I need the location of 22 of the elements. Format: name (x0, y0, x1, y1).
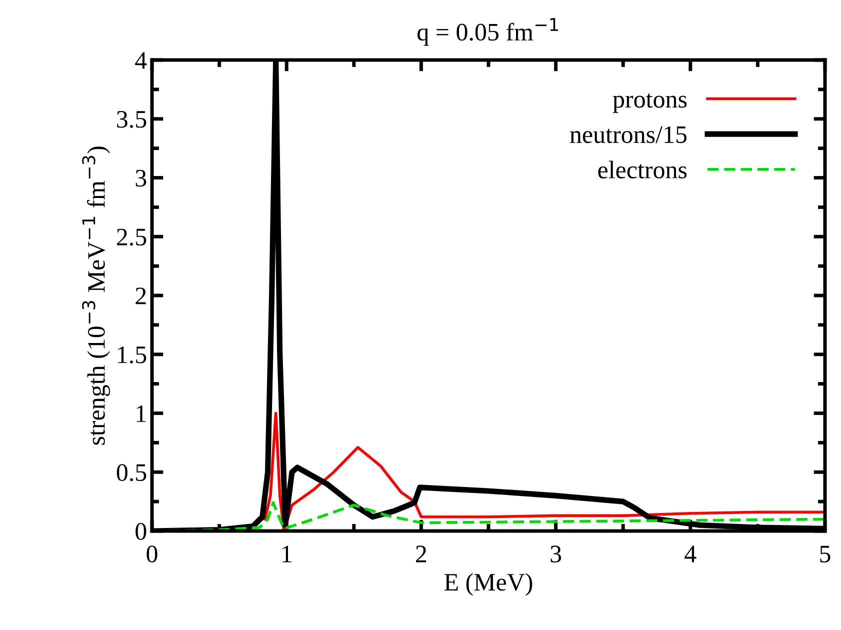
x-tick-label: 5 (820, 546, 830, 562)
x-tick-label: 1 (282, 546, 292, 562)
y-tick-label: 1.5 (118, 346, 146, 364)
legend-label: neutrons/15 (570, 126, 687, 144)
y-axis-title: strength (10$^{−3}$ MeV$^{−1}$ fm$^{−3}$) (82, 146, 110, 445)
x-axis-title: E (MeV) (444, 573, 532, 596)
y-tick-label: 2.5 (116, 228, 146, 246)
legend-label: protons (612, 93, 687, 113)
y-tick-label: 0.5 (116, 464, 146, 482)
x-tick-label: 0 (146, 546, 158, 562)
y-tick-label: 0 (136, 523, 146, 540)
x-tick-label: 4 (684, 546, 696, 562)
y-tick-label: 3.5 (117, 110, 146, 128)
chart-title: q = 0.05 fm$^{−1}$ (418, 18, 558, 46)
legend-label: electrons (598, 160, 687, 178)
y-tick-label: 3 (136, 170, 146, 187)
x-tick-label: 3 (550, 546, 562, 562)
x-tick-label: 2 (416, 546, 426, 562)
line-series (264, 412, 825, 531)
y-tick-label: 1 (136, 405, 146, 422)
y-tick-label: 2 (136, 288, 146, 304)
y-tick-label: 4 (135, 52, 147, 69)
